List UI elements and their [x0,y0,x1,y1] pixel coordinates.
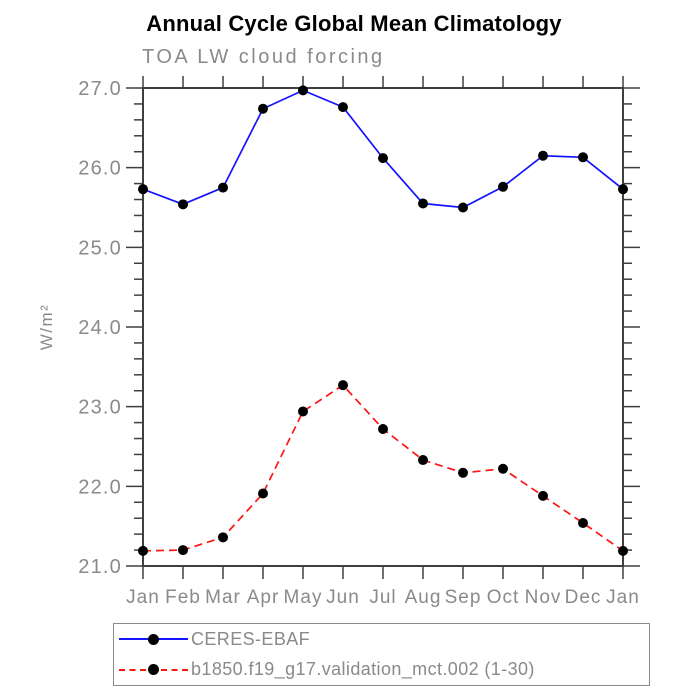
legend-entry-b1850-validation: b1850.f19_g17.validation_mct.002 (1-30) [114,655,649,686]
x-tick-label: Feb [165,587,201,608]
x-tick-label: Jan [606,587,640,608]
data-point [138,545,148,556]
legend-box: CERES-EBAF b1850.f19_g17.validation_mct.… [113,623,650,686]
y-tick-label: 25.0 [78,237,122,259]
data-point [378,423,388,434]
data-point [458,202,468,213]
chart-subtitle: TOA LW cloud forcing [142,46,385,68]
series-line-2 [142,384,624,552]
x-tick-label: Aug [405,587,442,608]
data-point [258,488,268,499]
legend-marker-dot-icon [148,664,159,676]
series-markers-2 [138,380,628,556]
x-tick-label: Apr [247,587,280,608]
data-point [218,182,228,193]
x-tick-label: Dec [565,587,602,608]
data-point [578,152,588,163]
data-point [378,153,388,164]
data-point [298,85,308,96]
x-tick-label: Sep [445,587,482,608]
x-tick-label: Nov [525,587,562,608]
x-tick-label: Mar [205,587,241,608]
y-tick-label: 23.0 [78,397,122,419]
data-point [458,467,468,478]
series-markers-1 [138,85,628,213]
data-point [178,199,188,210]
data-point [498,181,508,192]
legend-line-sample-solid [119,632,188,646]
legend-marker-dot-icon [148,633,159,645]
data-point [618,184,628,195]
y-tick-label: 24.0 [78,317,122,339]
x-tick-label: May [284,587,323,608]
x-tick-label: Oct [487,587,520,608]
data-point [258,103,268,114]
data-point [138,184,148,195]
y-tick-label: 22.0 [78,476,122,498]
x-tick-labels: Jan Feb Mar Apr May Jun Jul Aug Sep Oct Nov Dec Jan [126,587,640,608]
data-point [298,406,308,417]
data-point [538,150,548,161]
legend-entry-ceres-ebaf: CERES-EBAF [114,624,649,655]
data-point [618,545,628,556]
data-point [178,545,188,556]
series-line-1 [142,89,624,209]
y-tick-labels: 21.0 22.0 23.0 24.0 25.0 26.0 27.0 [78,78,122,578]
data-point [498,463,508,474]
data-point [338,102,348,113]
axes [126,76,640,579]
data-point [218,532,228,543]
x-tick-label: Jun [326,587,360,608]
data-point [418,455,428,466]
x-tick-label: Jul [369,587,396,608]
y-axis-label: W/m² [37,304,56,351]
legend-label-series-2: b1850.f19_g17.validation_mct.002 (1-30) [191,659,535,680]
y-tick-label: 26.0 [78,158,122,180]
data-point [338,380,348,391]
y-tick-label: 21.0 [78,556,122,578]
legend-line-sample-dashed [119,663,188,677]
legend-label-series-1: CERES-EBAF [191,628,311,649]
data-point [578,517,588,528]
y-tick-label: 27.0 [78,78,122,100]
data-point [538,490,548,501]
data-point [418,198,428,209]
chart-title: Annual Cycle Global Mean Climatology [146,11,562,36]
x-tick-label: Jan [126,587,160,608]
